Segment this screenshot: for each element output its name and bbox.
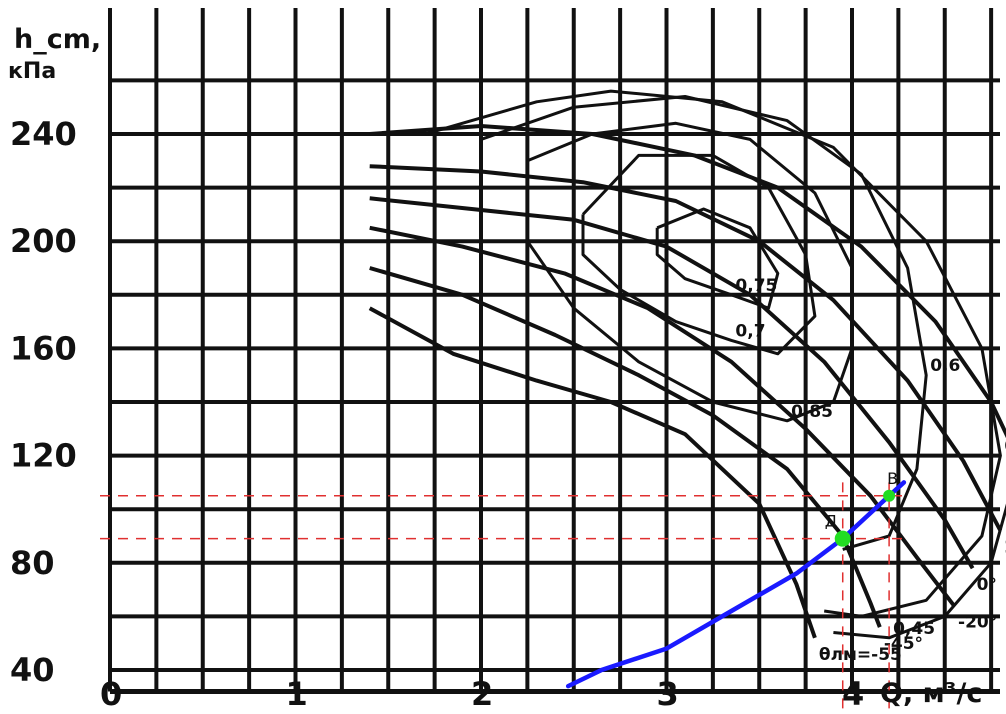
x-axis-label: Q, м³/с (880, 678, 982, 709)
y-tick-label: 240 (10, 115, 77, 153)
blade-angle-curve (369, 124, 1006, 439)
efficiency-contour (480, 95, 928, 551)
blade-angle-label: 20° (1004, 538, 1006, 558)
blade-angle-curve (369, 196, 975, 570)
network-curve-group (565, 480, 907, 689)
y-tick-label: 200 (10, 222, 77, 260)
efficiency-label: 0,75 (735, 276, 777, 296)
network-curve (565, 480, 907, 689)
reference-lines (100, 482, 908, 714)
y-tick-label: 160 (10, 329, 77, 367)
efficiency-label: 0,45 (893, 619, 935, 639)
efficiency-label: 0,85 (791, 402, 833, 422)
operating-point (834, 530, 851, 547)
blade-angle-curve (368, 306, 817, 639)
x-tick-label: 3 (657, 675, 679, 713)
operating-point-label: B (887, 469, 898, 488)
operating-point (883, 489, 896, 502)
x-tick-label: 1 (286, 675, 308, 713)
efficiency-contour (655, 207, 780, 310)
efficiency-label: 0,6 (930, 356, 960, 376)
tick-labels: 40 80 120 160 200 240 0 1 2 3 4 (10, 115, 864, 713)
blade-angle-curve (369, 225, 956, 607)
y-tick-label: 40 (10, 651, 55, 689)
efficiency-contour (525, 121, 854, 423)
y-tick-label: 120 (10, 437, 77, 475)
operating-point-label: Д (825, 512, 838, 531)
x-tick-label: 0 (100, 675, 122, 713)
efficiency-contour (833, 503, 1006, 640)
operating-points: ДB (825, 469, 898, 547)
blade-angle-label: -45° (884, 634, 923, 654)
efficiency-label: 0,7 (735, 321, 765, 341)
y-tick-label: 80 (10, 544, 55, 582)
efficiency-contour (581, 153, 817, 356)
y-axis-label: h_cm, (14, 24, 101, 55)
efficiency-contour (424, 89, 1002, 618)
blade-angle-curve (369, 266, 882, 628)
blade-angle-label: 0° (977, 575, 997, 595)
y-axis-unit: кПа (8, 59, 56, 84)
x-tick-label: 4 (842, 675, 864, 713)
x-tick-label: 2 (471, 675, 493, 713)
blade-angle-label: -20° (958, 613, 997, 633)
blade-angle-label: θлм=-55 (819, 645, 902, 665)
characteristic-curves: θлм=-55-45°-20°0°20°45°0,750,70,850,60,5… (368, 89, 1006, 665)
efficiency-label: 0,5 (1004, 437, 1006, 457)
